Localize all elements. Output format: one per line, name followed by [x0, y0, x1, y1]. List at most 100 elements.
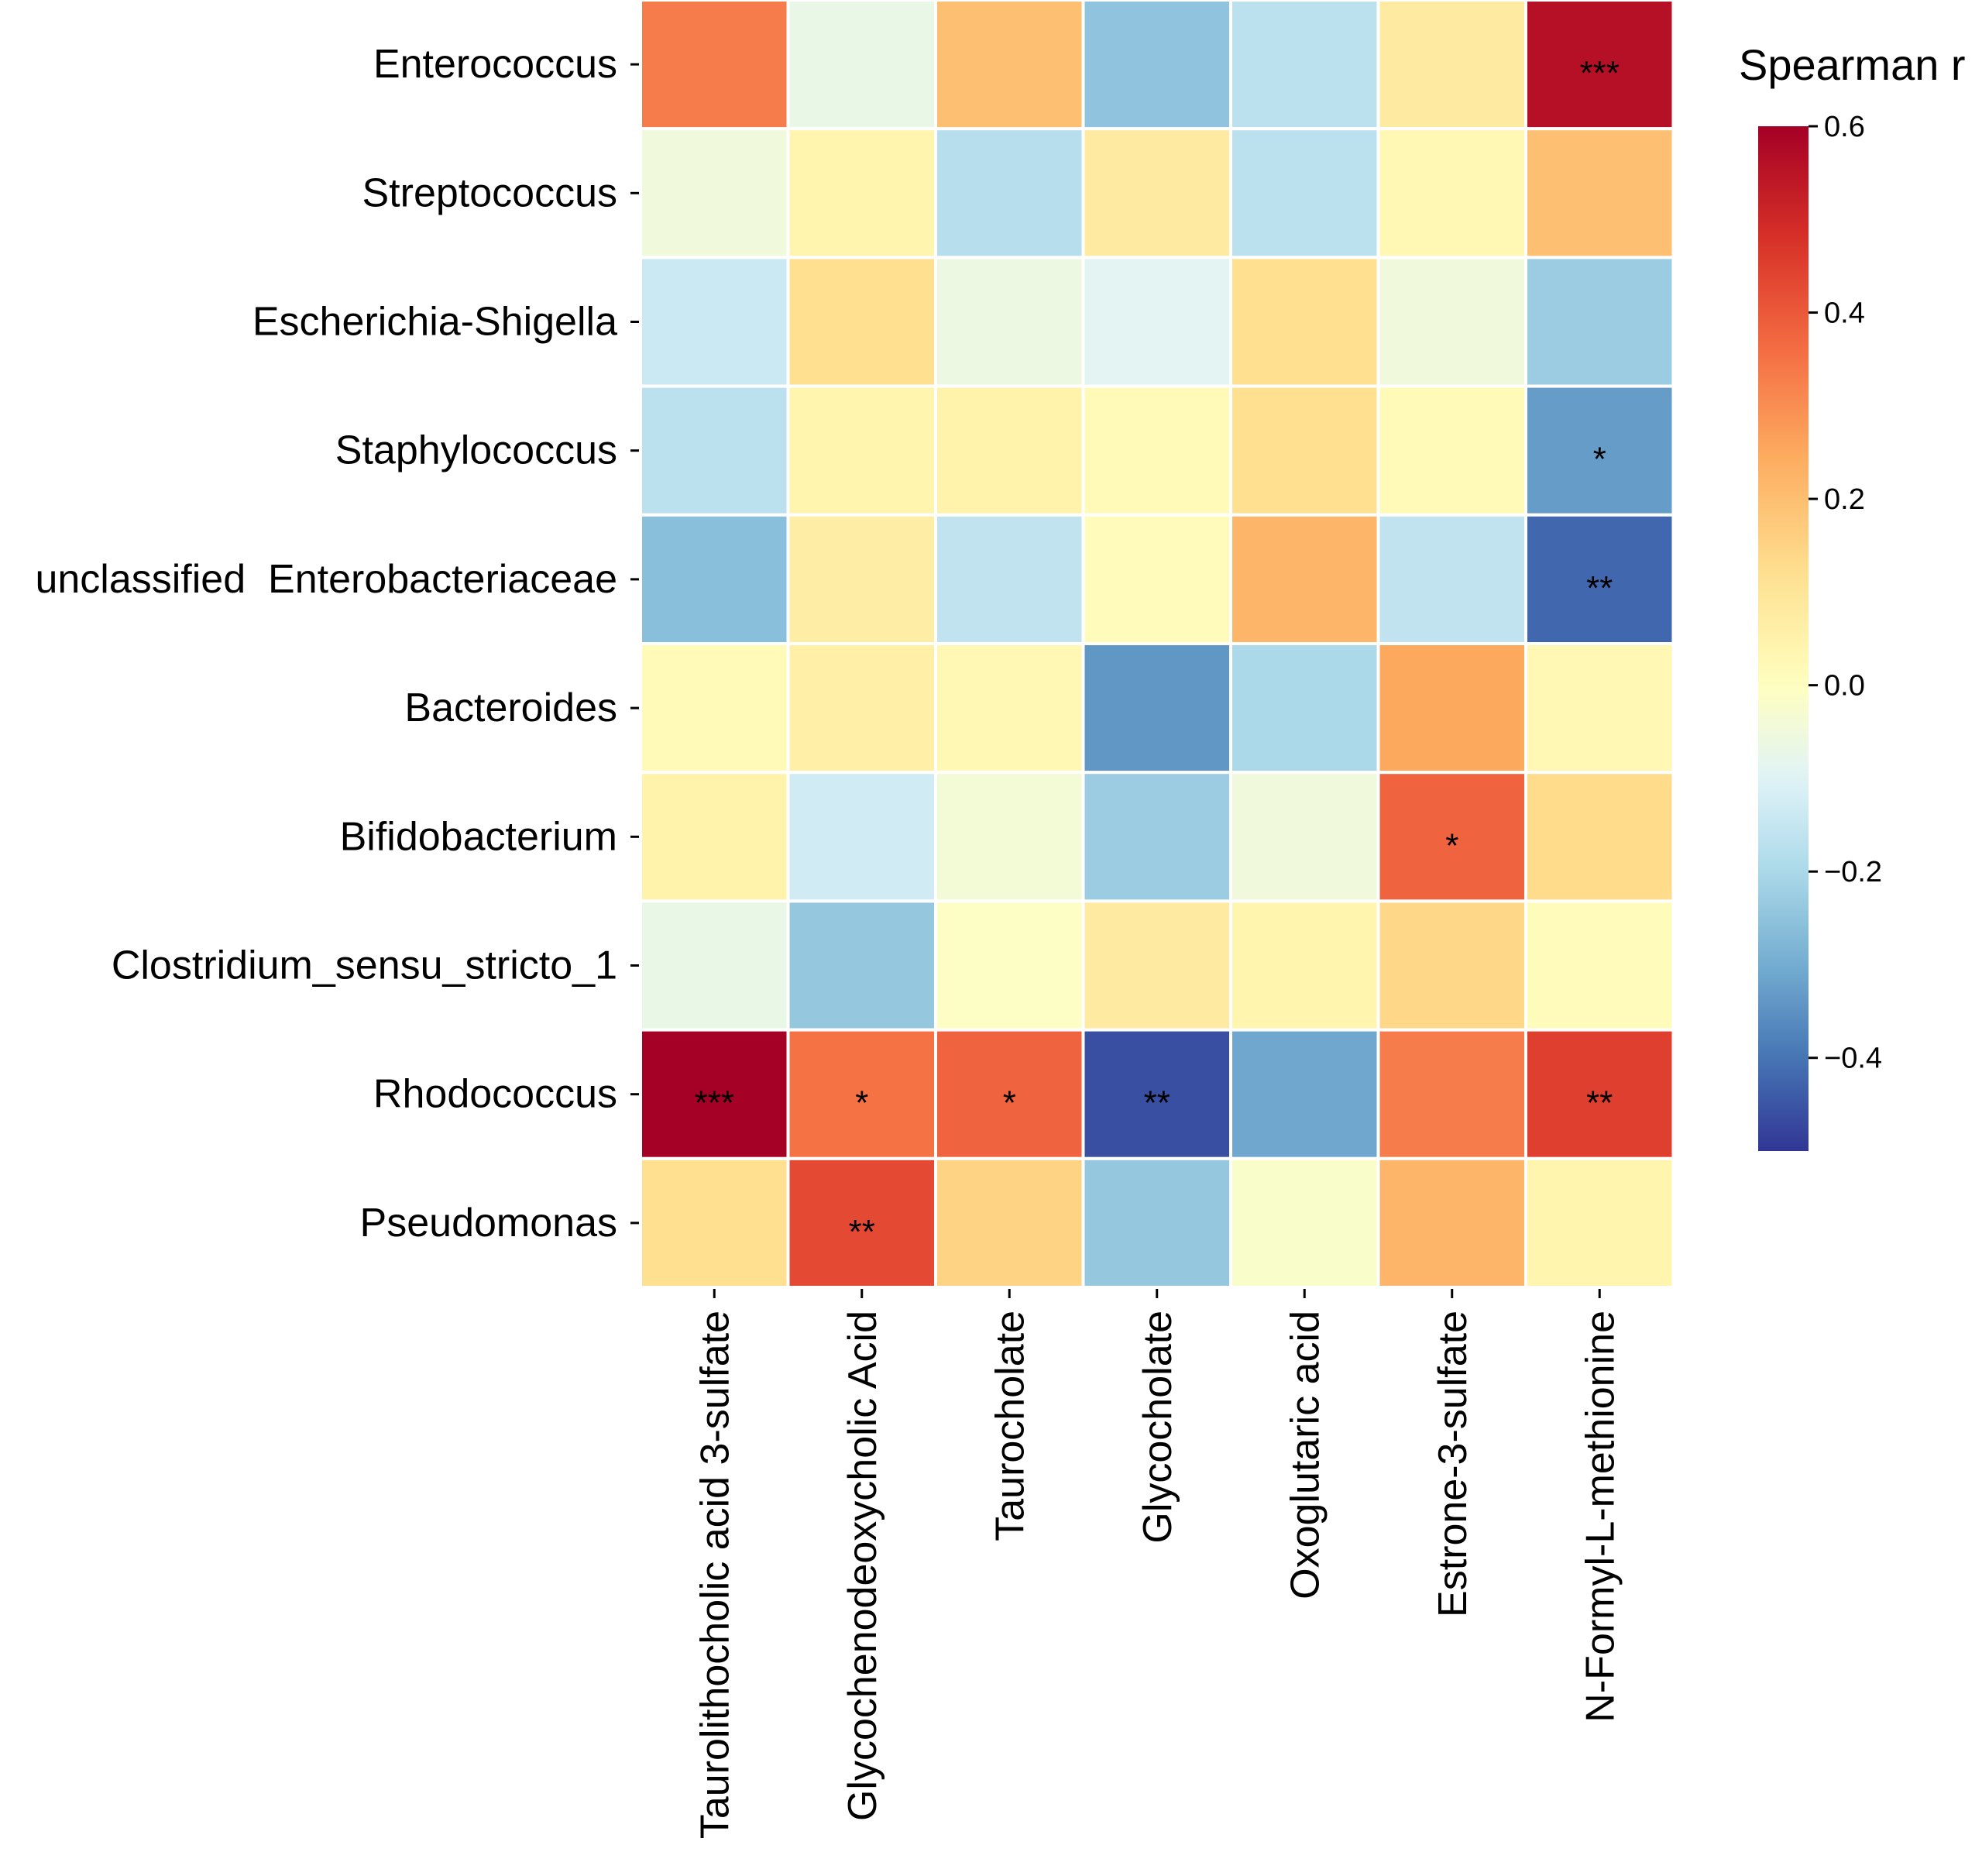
- heatmap-cell: [1229, 1156, 1380, 1290]
- heatmap-cell: [1229, 1028, 1380, 1160]
- heatmap-cell: [1081, 256, 1232, 388]
- row-label: Rhodococcus: [373, 1072, 617, 1117]
- significance-marker: *: [1003, 1084, 1016, 1122]
- heatmap-cell: [639, 899, 790, 1032]
- significance-marker: **: [1586, 569, 1613, 607]
- heatmap-cell: [1229, 384, 1380, 517]
- row-labels: Enterococcus Streptococcus Escherichia-Shi…: [35, 42, 639, 1246]
- heatmap-cell: [1229, 256, 1380, 388]
- heatmap-cell: [1081, 384, 1232, 517]
- heatmap-cell: [1524, 771, 1675, 903]
- heatmap-cell: [1229, 0, 1380, 131]
- colorbar-tick-label: 0.2: [1824, 483, 1865, 516]
- column-label: Estrone-3-sulfate: [1431, 1311, 1475, 1617]
- significance-marker: *: [1445, 826, 1458, 864]
- heatmap-cell: [1081, 642, 1232, 775]
- heatmap-cell: [1376, 256, 1527, 388]
- heatmap-cell: [1524, 384, 1675, 517]
- row-label: Staphylococcus: [335, 428, 617, 473]
- column-labels: Taurolithocholic acid 3-sulfate Glycochen…: [692, 1289, 1623, 1839]
- heatmap-cell: [786, 384, 937, 517]
- heatmap-cell: [1081, 1028, 1232, 1160]
- heatmap-cell: [934, 642, 1085, 775]
- significance-markers: ********** * * ** ****: [695, 54, 1620, 1251]
- column-label: N-Formyl-L-methionine: [1578, 1311, 1623, 1723]
- heatmap-cell: [639, 1028, 790, 1160]
- row-label: Streptococcus: [362, 170, 618, 215]
- heatmap-cell: [786, 771, 937, 903]
- heatmap-cell: [1081, 0, 1232, 131]
- row-label: Enterococcus: [373, 42, 617, 87]
- heatmap-cell: [639, 127, 790, 259]
- row-label: Escherichia-Shigella: [252, 300, 617, 345]
- heatmap-cell: [1081, 1156, 1232, 1290]
- heatmap-cell: [934, 384, 1085, 517]
- heatmap-cell: [1229, 513, 1380, 645]
- row-label: Bacteroides: [404, 685, 617, 730]
- significance-marker: ***: [695, 1084, 734, 1122]
- heatmap-cell: [934, 0, 1085, 131]
- heatmap-cell: [1376, 127, 1527, 259]
- heatmap-cell: [934, 256, 1085, 388]
- significance-marker: ***: [1580, 54, 1620, 92]
- heatmap-cell: [786, 899, 937, 1032]
- significance-marker: *: [855, 1084, 868, 1122]
- heatmap-cell: [934, 1156, 1085, 1290]
- heatmap-cell: [786, 642, 937, 775]
- heatmap-cell: [786, 127, 937, 259]
- heatmap-cell: [1524, 513, 1675, 645]
- heatmap-cell: [1376, 1156, 1527, 1290]
- colorbar-tick-label: −0.2: [1824, 856, 1882, 888]
- heatmap-cell: [639, 642, 790, 775]
- heatmap-cell: [639, 0, 790, 131]
- row-label: Bifidobacterium: [340, 814, 617, 859]
- heatmap-cell: [1081, 513, 1232, 645]
- colorbar-tick-label: 0.0: [1824, 670, 1865, 703]
- heatmap-cell: [1376, 0, 1527, 131]
- colorbar-tick-label: 0.4: [1824, 297, 1865, 330]
- heatmap-cell: [786, 0, 937, 131]
- heatmap-cell: [1524, 642, 1675, 775]
- heatmap-cell: [1524, 127, 1675, 259]
- row-label: unclassified Enterobacteriaceae: [35, 557, 617, 602]
- significance-marker: *: [1593, 441, 1606, 479]
- colorbar-tick-label: −0.4: [1824, 1043, 1882, 1075]
- column-label: Taurocholate: [988, 1311, 1032, 1541]
- heatmap-cell: [1081, 127, 1232, 259]
- heatmap-cell: [1376, 1028, 1527, 1160]
- heatmap-cell: [639, 771, 790, 903]
- heatmap-cell: [1524, 1156, 1675, 1290]
- heatmap-cell: [639, 384, 790, 517]
- heatmap-cell: [1524, 256, 1675, 388]
- heatmap-cell: [1376, 899, 1527, 1032]
- heatmap-cell: [1376, 642, 1527, 775]
- heatmap-cell: [1229, 899, 1380, 1032]
- heatmap-cell: [1229, 771, 1380, 903]
- colorbar-title: Spearman r: [1739, 40, 1966, 89]
- heatmap-cell: [1376, 384, 1527, 517]
- heatmap-cells: [639, 0, 1675, 1290]
- significance-marker: **: [849, 1213, 875, 1251]
- row-label: Pseudomonas: [360, 1201, 617, 1246]
- heatmap-cell: [786, 1156, 937, 1290]
- colorbar-gradient: [1758, 126, 1809, 1151]
- heatmap-cell: [639, 513, 790, 645]
- significance-marker: **: [1144, 1084, 1170, 1122]
- column-label: Glycocholate: [1135, 1311, 1180, 1544]
- heatmap-cell: [1524, 0, 1675, 131]
- heatmap-cell: [639, 1156, 790, 1290]
- heatmap-cell: [1524, 899, 1675, 1032]
- heatmap-cell: [1229, 127, 1380, 259]
- column-label: Taurolithocholic acid 3-sulfate: [692, 1311, 737, 1839]
- colorbar: Spearman r −0.4 −0.2 0.0 0.2 0.4 0.6: [1739, 40, 1966, 1151]
- heatmap-cell: [786, 256, 937, 388]
- heatmap-cell: [1229, 642, 1380, 775]
- column-label: Oxoglutaric acid: [1283, 1311, 1328, 1599]
- heatmap-cell: [934, 127, 1085, 259]
- heatmap-cell: [786, 1028, 937, 1160]
- heatmap-cell: [639, 256, 790, 388]
- colorbar-tick-label: 0.6: [1824, 111, 1865, 143]
- heatmap-cell: [934, 771, 1085, 903]
- significance-marker: **: [1586, 1084, 1613, 1122]
